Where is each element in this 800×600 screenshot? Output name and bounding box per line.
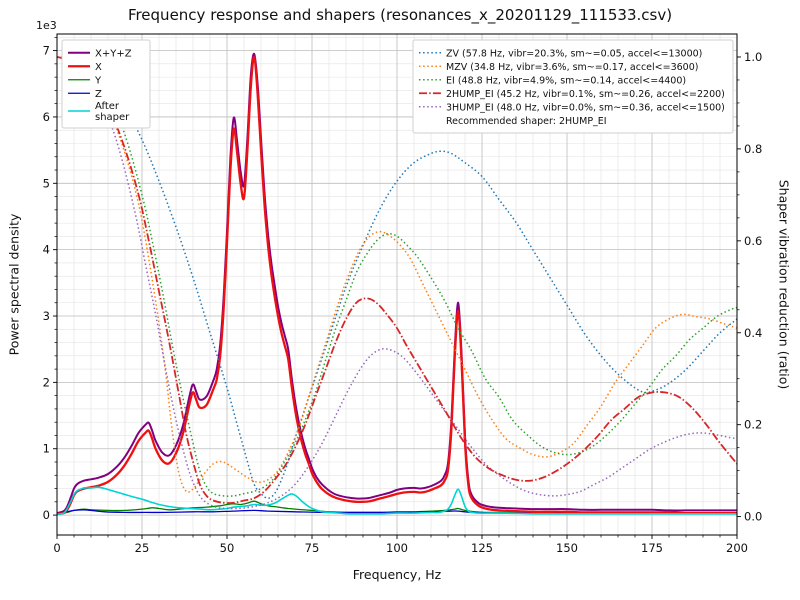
legend-label: EI (48.8 Hz, vibr=4.9%, sm~=0.14, accel<… [446, 75, 686, 86]
y-right-tick-label: 0.6 [744, 234, 762, 248]
series-line-EI [57, 56, 737, 497]
legend-label: Y [94, 75, 102, 86]
legend-frame [61, 39, 151, 129]
x-tick-label: 175 [641, 541, 663, 555]
y-right-tick-label: 0.0 [744, 510, 762, 524]
series-line-X+Y+Z [57, 52, 737, 515]
x-tick-label: 150 [556, 541, 578, 555]
legend-label: 3HUMP_EI (48.0 Hz, vibr=0.0%, sm~=0.36, … [446, 102, 725, 113]
legend-frame [412, 39, 734, 134]
series-line-X [57, 56, 737, 515]
y-left-tick-label: 6 [43, 110, 50, 124]
x-tick-label: 0 [53, 541, 60, 555]
shaper-legend: ZV (57.8 Hz, vibr=20.3%, sm~=0.05, accel… [412, 39, 734, 134]
x-tick-label: 25 [135, 541, 150, 555]
legend-note: Recommended shaper: 2HUMP_EI [446, 116, 607, 127]
y-right-tick-label: 0.8 [744, 142, 762, 156]
series-line-After-shaper [57, 486, 737, 516]
legend-label: Z [95, 89, 102, 100]
y-left-tick-label: 2 [43, 375, 50, 389]
y-left-tick-label: 1 [43, 442, 50, 456]
legend-label: X+Y+Z [95, 48, 132, 59]
axis-ticks: 0 25 50 75 100 125 150 175 200 0 1 2 3 4 5 6 7 0.0 0.2 0.4 0… [43, 36, 762, 555]
series-line-MZV [57, 56, 737, 493]
legend-label: shaper [95, 112, 130, 123]
series-line-3HUMP_EI [57, 56, 737, 510]
minor-gridlines [57, 34, 737, 535]
y-left-tick-label: 4 [43, 243, 50, 257]
y-right-tick-label: 1.0 [744, 50, 762, 64]
x-tick-label: 100 [386, 541, 408, 555]
x-tick-label: 75 [305, 541, 320, 555]
x-tick-label: 200 [726, 541, 748, 555]
x-tick-label: 125 [471, 541, 493, 555]
series-line-2HUMP_EI [57, 56, 737, 504]
legend-label: After [95, 101, 120, 112]
y-left-tick-label: 7 [43, 44, 50, 58]
legend-label: X [95, 62, 102, 73]
legend-label: 2HUMP_EI (45.2 Hz, vibr=0.1%, sm~=0.26, … [446, 89, 725, 100]
x-tick-label: 50 [220, 541, 235, 555]
y-left-tick-label: 0 [43, 508, 50, 522]
series-group [57, 52, 737, 516]
y-right-tick-label: 0.2 [744, 418, 762, 432]
legend-label: MZV (34.8 Hz, vibr=3.6%, sm~=0.17, accel… [446, 62, 698, 73]
legend-label: ZV (57.8 Hz, vibr=20.3%, sm~=0.05, accel… [446, 48, 702, 59]
y-left-tick-label: 3 [43, 309, 50, 323]
y-left-tick-label: 5 [43, 176, 50, 190]
series-line-ZV [57, 56, 737, 499]
y-right-tick-label: 0.4 [744, 326, 762, 340]
